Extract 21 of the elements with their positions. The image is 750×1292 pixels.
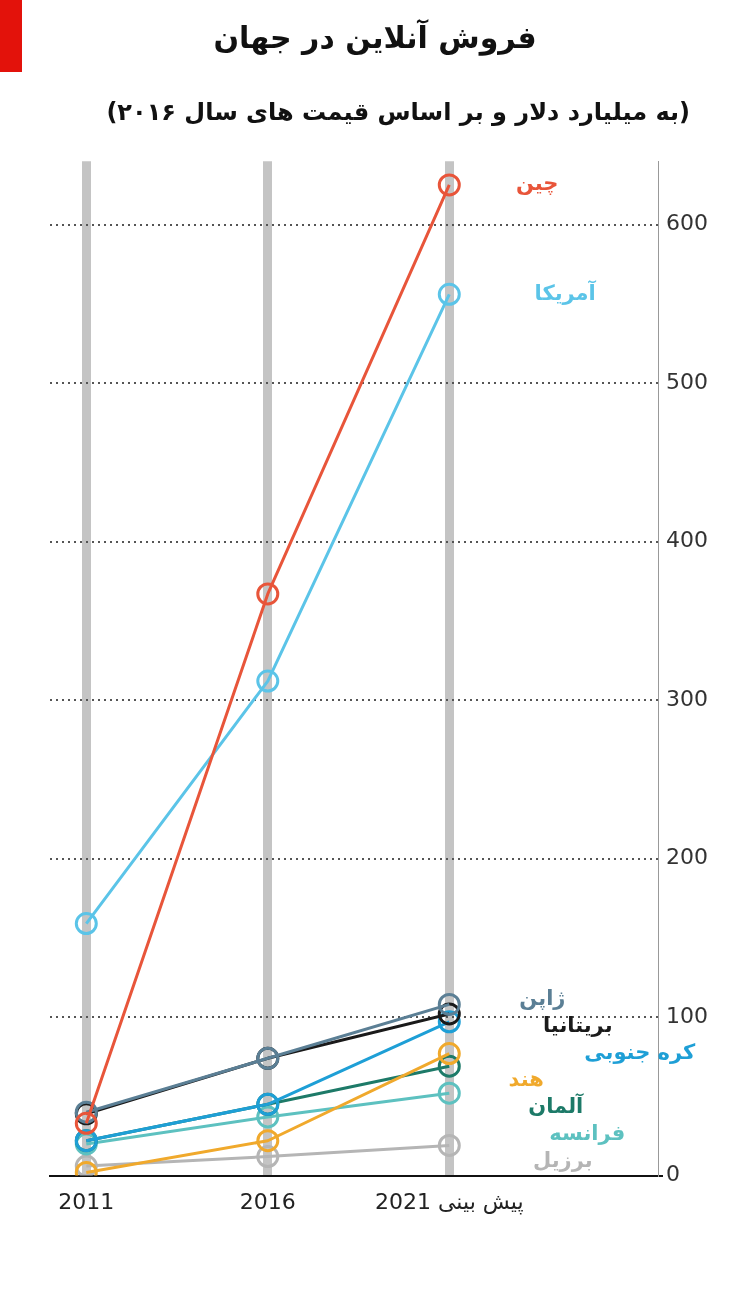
y-tick-label: 300 xyxy=(666,685,708,711)
text: برزیل xyxy=(532,1148,593,1173)
x-tick-label: پیش بینی 2021 xyxy=(375,1188,524,1215)
x-tick-label: 2011 xyxy=(58,1188,115,1214)
text: هند xyxy=(508,1067,544,1092)
y-tick-label: 600 xyxy=(666,210,708,236)
chart-title: فروش آنلاین در جهان xyxy=(212,20,538,55)
chart-subtitle: (به میلیارد دلار و بر اساس قیمت های سال ۲۰۱۶) xyxy=(105,98,690,126)
y-tick-label: 400 xyxy=(666,527,708,553)
y-tick-label: 0 xyxy=(666,1161,680,1187)
y-tick-label: 200 xyxy=(666,844,708,870)
y-tick-label: 100 xyxy=(666,1002,708,1028)
text: کره جنوبی xyxy=(584,1040,697,1065)
text: چین xyxy=(515,171,559,196)
x-tick-label: 2016 xyxy=(239,1188,296,1214)
text: بریتانیا xyxy=(542,1013,613,1038)
y-tick-label: 500 xyxy=(666,368,708,394)
text: فرانسه xyxy=(549,1121,626,1146)
text: ژاپن xyxy=(519,986,566,1011)
text: آلمان xyxy=(528,1093,585,1119)
text: آمریکا xyxy=(534,279,597,305)
